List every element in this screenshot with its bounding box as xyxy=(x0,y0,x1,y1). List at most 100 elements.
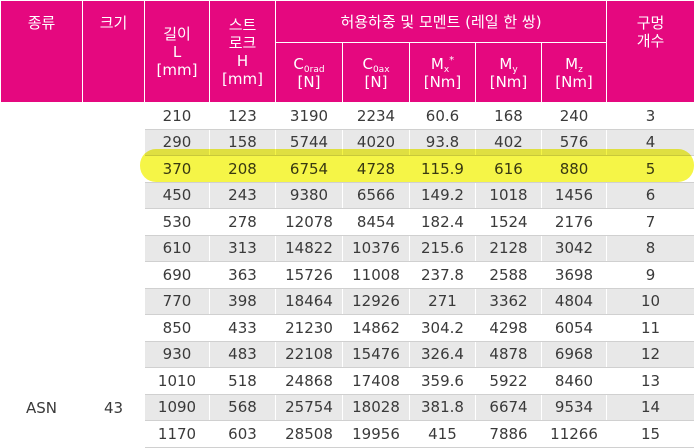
c0rad-cell: 14822 xyxy=(276,235,343,262)
holes-cell: 12 xyxy=(607,341,694,368)
header-c0rad-main: C xyxy=(293,55,303,73)
c0rad-cell: 9380 xyxy=(276,182,343,209)
mz-cell: 1456 xyxy=(542,182,607,209)
c0ax-cell: 11008 xyxy=(343,262,410,289)
header-stroke-line2: 로크 xyxy=(210,34,275,52)
table-body: ASN 43 210 123 3190 2234 60.6 168 240 3 … xyxy=(1,103,694,448)
mz-cell: 6968 xyxy=(542,341,607,368)
c0rad-cell: 18464 xyxy=(276,288,343,315)
holes-cell: 15 xyxy=(607,421,694,448)
c0ax-cell: 4728 xyxy=(343,156,410,183)
mz-cell: 240 xyxy=(542,103,607,130)
header-holes-line1: 구멍 xyxy=(607,14,694,32)
my-cell: 1018 xyxy=(476,182,542,209)
length-cell: 1170 xyxy=(145,421,210,448)
c0rad-cell: 21230 xyxy=(276,315,343,342)
stroke-cell: 278 xyxy=(210,209,276,236)
mx-cell: 115.9 xyxy=(410,156,476,183)
header-stroke: 스트 로크 H [mm] xyxy=(210,1,276,103)
header-c0ax-main: C xyxy=(362,55,372,73)
stroke-cell: 208 xyxy=(210,156,276,183)
holes-cell: 14 xyxy=(607,394,694,421)
holes-cell: 7 xyxy=(607,209,694,236)
header-stroke-line3: H xyxy=(210,52,275,70)
stroke-cell: 123 xyxy=(210,103,276,130)
holes-cell: 9 xyxy=(607,262,694,289)
mz-cell: 11266 xyxy=(542,421,607,448)
my-cell: 1524 xyxy=(476,209,542,236)
header-mx-unit: [Nm] xyxy=(410,73,475,91)
c0rad-cell: 15726 xyxy=(276,262,343,289)
c0rad-cell: 5744 xyxy=(276,129,343,156)
spec-table-page: 종류 크기 길이 L [mm] 스트 로크 H [mm] 허용하중 및 모멘트 … xyxy=(0,0,694,433)
header-c0rad: C0rad [N] xyxy=(276,43,343,103)
length-cell: 1090 xyxy=(145,394,210,421)
mz-cell: 6054 xyxy=(542,315,607,342)
mx-cell: 149.2 xyxy=(410,182,476,209)
stroke-cell: 398 xyxy=(210,288,276,315)
header-holes: 구멍 개수 xyxy=(607,1,694,103)
holes-cell: 13 xyxy=(607,368,694,395)
c0rad-cell: 12078 xyxy=(276,209,343,236)
holes-cell: 5 xyxy=(607,156,694,183)
length-cell: 450 xyxy=(145,182,210,209)
holes-cell: 8 xyxy=(607,235,694,262)
header-length-line2: L xyxy=(145,43,209,61)
header-my-unit: [Nm] xyxy=(476,73,541,91)
c0ax-cell: 2234 xyxy=(343,103,410,130)
my-cell: 6674 xyxy=(476,394,542,421)
length-cell: 930 xyxy=(145,341,210,368)
c0ax-cell: 17408 xyxy=(343,368,410,395)
my-cell: 4878 xyxy=(476,341,542,368)
c0ax-cell: 10376 xyxy=(343,235,410,262)
c0rad-cell: 6754 xyxy=(276,156,343,183)
my-cell: 7886 xyxy=(476,421,542,448)
header-stroke-line4: [mm] xyxy=(210,70,275,88)
holes-cell: 4 xyxy=(607,129,694,156)
mx-cell: 359.6 xyxy=(410,368,476,395)
header-length-line1: 길이 xyxy=(145,25,209,43)
my-cell: 3362 xyxy=(476,288,542,315)
mx-cell: 93.8 xyxy=(410,129,476,156)
header-kind: 종류 xyxy=(1,1,83,103)
header-mz: Mz [Nm] xyxy=(542,43,607,103)
length-cell: 370 xyxy=(145,156,210,183)
header-mz-main: M xyxy=(565,55,578,73)
stroke-cell: 568 xyxy=(210,394,276,421)
c0ax-cell: 18028 xyxy=(343,394,410,421)
size-cell: 43 xyxy=(83,103,145,448)
mx-cell: 381.8 xyxy=(410,394,476,421)
header-stroke-line1: 스트 xyxy=(210,16,275,34)
length-cell: 770 xyxy=(145,288,210,315)
mz-cell: 2176 xyxy=(542,209,607,236)
mx-cell: 304.2 xyxy=(410,315,476,342)
stroke-cell: 603 xyxy=(210,421,276,448)
my-cell: 402 xyxy=(476,129,542,156)
my-cell: 4298 xyxy=(476,315,542,342)
mz-cell: 3698 xyxy=(542,262,607,289)
header-c0rad-unit: [N] xyxy=(276,73,342,91)
c0rad-cell: 24868 xyxy=(276,368,343,395)
c0ax-cell: 6566 xyxy=(343,182,410,209)
table-row: ASN 43 210 123 3190 2234 60.6 168 240 3 xyxy=(1,103,694,130)
my-cell: 5922 xyxy=(476,368,542,395)
mz-cell: 880 xyxy=(542,156,607,183)
stroke-cell: 158 xyxy=(210,129,276,156)
holes-cell: 11 xyxy=(607,315,694,342)
stroke-cell: 313 xyxy=(210,235,276,262)
header-mx-sup: * xyxy=(449,55,454,66)
mz-cell: 9534 xyxy=(542,394,607,421)
holes-cell: 3 xyxy=(607,103,694,130)
header-c0ax: C0ax [N] xyxy=(343,43,410,103)
mz-cell: 3042 xyxy=(542,235,607,262)
my-cell: 2588 xyxy=(476,262,542,289)
header-my-main: M xyxy=(499,55,512,73)
header-c0ax-unit: [N] xyxy=(343,73,409,91)
header-load-group: 허용하중 및 모멘트 (레일 한 쌍) xyxy=(276,1,607,43)
my-cell: 2128 xyxy=(476,235,542,262)
stroke-cell: 243 xyxy=(210,182,276,209)
length-cell: 210 xyxy=(145,103,210,130)
stroke-cell: 518 xyxy=(210,368,276,395)
length-cell: 530 xyxy=(145,209,210,236)
